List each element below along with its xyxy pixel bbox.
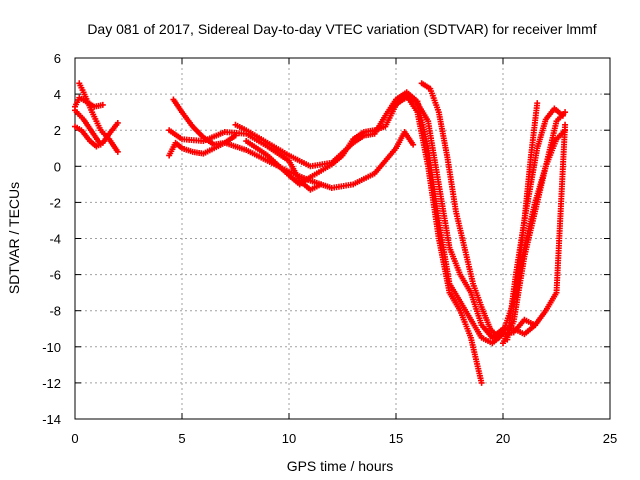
y-tick-label: 2 [54,123,61,138]
chart-title: Day 081 of 2017, Sidereal Day-to-day VTE… [87,21,596,37]
y-tick-label: -8 [49,304,61,319]
x-tick-label: 10 [282,431,296,446]
data-point [562,121,569,128]
x-tick-label: 5 [178,431,185,446]
x-tick-label: 25 [603,431,617,446]
x-axis-title: GPS time / hours [287,458,394,474]
y-tick-label: -12 [42,376,61,391]
data-point [97,141,104,148]
data-point [410,141,417,148]
grid-lines [75,58,610,419]
y-axis-title: SDTVAR / TECUs [6,182,22,294]
data-point [318,181,325,188]
data-point [562,109,569,116]
y-tick-label: 4 [54,87,61,102]
y-tick-label: -2 [49,195,61,210]
data-point [114,148,121,155]
data-point [562,127,569,134]
y-tick-label: -10 [42,340,61,355]
series-track-c [76,80,121,155]
data-point [559,112,566,119]
x-tick-label: 20 [496,431,510,446]
y-tick-label: -14 [42,412,61,427]
axis-ticks: 0 5 10 15 20 25 -14 -12 -10 -8 -6 -4 -2 0 2 4 6 [42,51,617,446]
series-track-k [418,80,502,341]
x-tick-label: 15 [389,431,403,446]
y-tick-label: 6 [54,51,61,66]
data-point [478,379,485,386]
data-point [99,101,106,108]
y-tick-label: 0 [54,159,61,174]
data-point [534,100,541,107]
series-track-e [166,132,239,159]
data-point [114,119,121,126]
y-tick-label: -4 [49,232,61,247]
x-tick-label: 0 [71,431,78,446]
data-points [72,80,569,386]
series-track-d [72,107,104,148]
series-track-o [512,100,541,300]
series-track-g [166,127,325,193]
y-tick-label: -6 [49,268,61,283]
